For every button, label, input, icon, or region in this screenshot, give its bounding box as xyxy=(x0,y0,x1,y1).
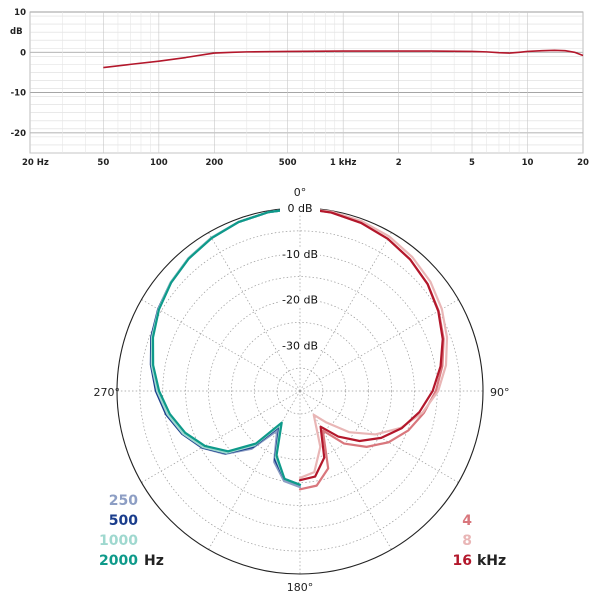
y-tick-label: -10 xyxy=(11,89,26,99)
response-series xyxy=(103,49,584,69)
x-tick-label: 10 xyxy=(522,158,534,168)
legend-item-1000: 1000 xyxy=(99,533,138,549)
polar-spoke xyxy=(141,299,301,392)
ring-label-bg xyxy=(280,247,320,261)
x-tick-label: 20 xyxy=(577,158,589,168)
y-tick-label: 0 xyxy=(20,48,26,58)
x-tick-label: 200 xyxy=(205,158,223,168)
polar-legend: 250 500 1000 2000 Hz 4 8 16 kHz xyxy=(99,493,506,569)
polar-spoke xyxy=(299,232,392,392)
legend-unit-hz: Hz xyxy=(144,553,164,569)
y-tick-label: 10 xyxy=(14,8,26,18)
ring-label: -10 dB xyxy=(282,248,318,261)
polar-spoke xyxy=(208,232,301,392)
angle-label-0: 0° xyxy=(294,186,307,199)
legend-item-500: 500 xyxy=(109,513,138,529)
legend-item-4: 4 xyxy=(462,513,472,529)
legend-item-16: 16 xyxy=(453,553,472,569)
polar-chart: 0 dB-10 dB-20 dB-30 dB 0° 90° 180° 270° … xyxy=(94,186,510,594)
response-gridlines xyxy=(29,11,584,154)
ring-label: -20 dB xyxy=(282,294,318,307)
x-tick-label: 50 xyxy=(97,158,109,168)
angle-label-180: 180° xyxy=(287,581,314,594)
angle-label-270: 270° xyxy=(94,386,121,399)
angle-label-90: 90° xyxy=(490,386,510,399)
polar-ring xyxy=(185,276,415,506)
x-tick-label: 5 xyxy=(469,158,475,168)
ring-label-bg xyxy=(280,202,320,215)
x-tick-label: 2 xyxy=(396,158,402,168)
x-tick-label: 500 xyxy=(279,158,297,168)
x-tick-label: 20 Hz xyxy=(22,158,49,168)
ring-label-bg xyxy=(280,339,320,353)
polar-series-16 xyxy=(298,206,444,482)
legend-item-8: 8 xyxy=(462,533,472,549)
legend-item-250: 250 xyxy=(109,493,138,509)
x-tick-label: 1 kHz xyxy=(330,158,357,168)
y-tick-label: -20 xyxy=(11,129,26,139)
polar-grid xyxy=(116,207,484,575)
polar-spoke xyxy=(299,390,459,483)
ring-label-bg xyxy=(280,293,320,307)
polar-series-4 xyxy=(298,206,445,491)
ring-label: 0 dB xyxy=(287,202,312,215)
ring-label: -30 dB xyxy=(282,339,318,352)
polar-series-2000 xyxy=(151,206,302,486)
polar-spoke xyxy=(141,390,301,483)
polar-ring-labels: 0 dB -10 dB -20 dB -30 dB xyxy=(280,202,320,353)
response-line xyxy=(103,49,584,69)
polar-spoke xyxy=(208,390,301,550)
response-plot-area xyxy=(29,11,584,154)
polar-ring xyxy=(231,322,369,460)
legend-item-2000: 2000 xyxy=(99,553,138,569)
response-y-axis-label: dB xyxy=(10,27,23,37)
legend-unit-khz: kHz xyxy=(477,553,506,569)
x-tick-label: 100 xyxy=(150,158,168,168)
polar-spoke xyxy=(299,299,459,392)
polar-series xyxy=(149,206,449,491)
polar-series-8 xyxy=(298,206,449,480)
